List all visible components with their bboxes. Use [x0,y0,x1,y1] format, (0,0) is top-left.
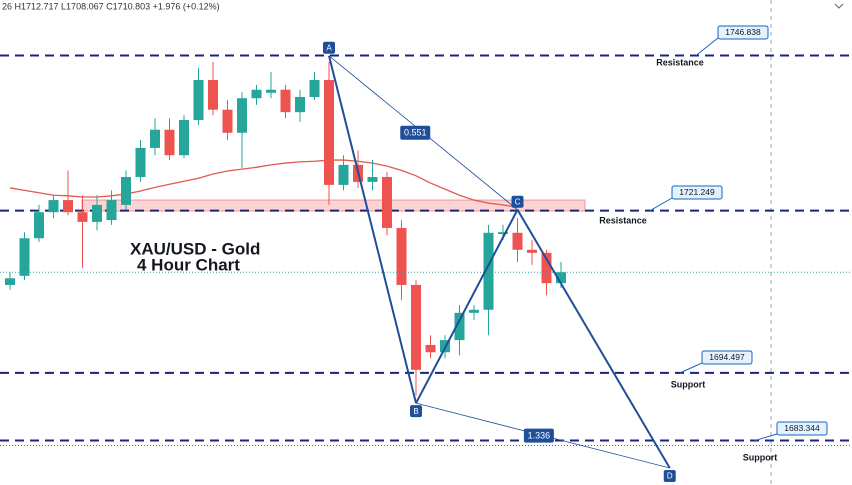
candle-body [92,204,102,222]
point-box [410,405,422,418]
point-box [511,195,524,208]
candle-body [63,200,73,213]
price-box [776,421,828,436]
level-leader [679,362,703,374]
candle-body [483,232,494,310]
level-name: Resistance [656,57,704,67]
point-box [663,470,676,483]
candle-body [19,238,30,276]
pattern-leg [328,55,417,404]
candle-body [324,80,334,185]
candle-body [280,89,291,113]
price-label: 1694.497 [709,352,745,362]
title: XAU/USD - Gold [130,239,260,258]
candle-body [469,309,479,313]
collapse-icon[interactable] [834,3,844,9]
ratio-box [400,125,431,140]
level-name: Support [743,452,778,462]
ohlc-header: 26 H1712.717 L1708.067 C1710.803 +1.976 … [2,1,220,11]
subtitle: 4 Hour Chart [137,255,240,274]
level-leader [695,37,719,56]
level-leader [649,197,673,212]
candle-body [527,249,537,253]
pattern-leg [415,209,519,404]
candle-body [237,98,247,133]
candle-body [367,177,378,182]
price-label: 1746.838 [725,27,761,37]
ratio-box [523,428,554,443]
candle-body [193,80,204,121]
point-label: B [413,407,418,416]
candle-body [512,232,523,250]
level-name: Resistance [599,215,647,225]
price-label: 1683.344 [784,423,820,433]
candle-body [266,89,276,93]
point-box [323,41,335,54]
ratio-label: 0.551 [404,128,427,138]
candle-body [121,177,131,205]
candle-body [208,80,218,110]
candle-body [77,212,88,222]
ratio-label: 1.336 [528,430,551,440]
candle-body [222,109,233,133]
level-name: Support [671,379,706,389]
candle-body [5,278,15,285]
candle-body [541,252,552,284]
candle-body [135,147,146,178]
candle-body [150,129,160,148]
candle-body [382,177,392,228]
candle-body [34,212,44,239]
candle-body [164,129,175,156]
candle-body [251,89,262,99]
pattern-leg [516,209,671,469]
candle-body [498,232,508,235]
candle-body [295,97,305,113]
candle-body [179,120,189,156]
price-box [701,350,753,365]
candle-body [338,164,349,185]
price-box [717,25,769,40]
point-label: A [326,43,332,52]
candle-body [425,344,436,353]
candle-body [396,227,407,285]
price-box [671,185,723,200]
point-label: D [667,472,673,481]
moving-average [9,159,518,208]
candle-body [48,200,59,213]
candle-body [106,200,117,221]
level-leader [754,433,778,441]
candle-body [556,272,566,284]
candle-body [454,312,465,341]
candle-body [309,80,320,97]
candle-body [411,284,421,370]
price-label: 1721.249 [679,187,715,197]
point-label: C [515,197,521,206]
